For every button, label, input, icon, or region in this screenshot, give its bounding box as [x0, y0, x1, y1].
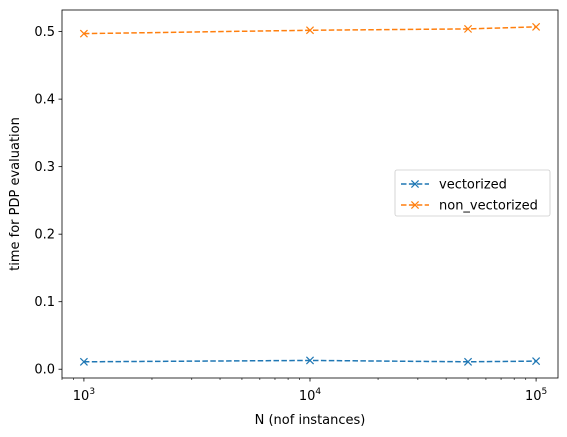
data-point — [464, 24, 473, 33]
x-axis-ticks: 103 104 105 — [61, 378, 547, 404]
legend-label: non_vectorized — [439, 199, 538, 214]
series-vectorized — [79, 356, 541, 366]
y-tick-label: 0.2 — [34, 228, 55, 243]
marker-stroke — [532, 22, 541, 31]
y-tick-label: 0.4 — [34, 93, 55, 108]
legend-label: vectorized — [439, 178, 507, 193]
y-tick-label: 0.5 — [34, 25, 55, 40]
data-point — [79, 29, 88, 38]
marker-stroke — [464, 357, 473, 366]
marker-stroke — [532, 357, 541, 366]
marker-stroke — [464, 24, 473, 33]
marker-stroke — [305, 26, 315, 35]
marker-stroke — [79, 29, 88, 38]
x-tick-label: 105 — [525, 387, 547, 404]
series-layer — [79, 22, 541, 366]
series-non_vectorized — [79, 22, 541, 38]
data-point — [464, 357, 473, 366]
plot-frame — [61, 9, 559, 379]
y-axis-label: time for PDP evaluation — [8, 117, 23, 271]
data-point — [79, 357, 88, 366]
x-tick-label: 104 — [299, 387, 322, 404]
y-axis-ticks: 0.0 0.1 0.2 0.3 0.4 0.5 — [34, 25, 62, 378]
data-point — [305, 26, 315, 35]
marker-stroke — [79, 357, 88, 366]
data-point — [532, 22, 541, 31]
x-axis-label: N (nof instances) — [255, 413, 366, 428]
marker-stroke — [305, 356, 315, 365]
legend: vectorized non_vectorized — [394, 169, 551, 217]
y-tick-label: 0.0 — [34, 363, 55, 378]
y-tick-label: 0.1 — [34, 295, 55, 310]
legend-marker — [410, 200, 420, 210]
legend-entry: non_vectorized — [401, 199, 538, 214]
data-point — [305, 356, 315, 365]
y-tick-label: 0.3 — [34, 160, 55, 175]
x-tick-label: 103 — [73, 387, 95, 404]
legend-entry: vectorized — [401, 178, 507, 193]
series-line — [83, 359, 537, 363]
data-point — [532, 357, 541, 366]
legend-box — [394, 169, 551, 217]
series-line — [83, 26, 537, 35]
legend-marker — [410, 179, 420, 189]
